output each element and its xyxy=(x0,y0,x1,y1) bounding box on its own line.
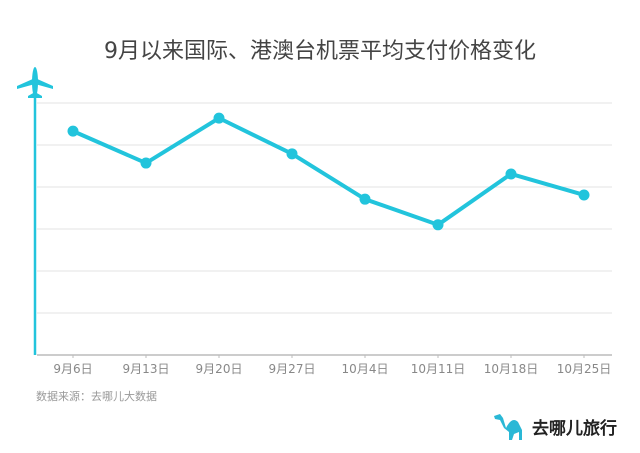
airplane-icon xyxy=(17,67,53,98)
data-point xyxy=(67,125,79,137)
data-point xyxy=(286,148,298,160)
data-point xyxy=(505,168,517,180)
x-tick-label: 9月13日 xyxy=(123,362,170,376)
x-tick-label: 10月11日 xyxy=(411,362,466,376)
line-chart: 9月6日 9月13日 9月20日 9月27日 10月4日 10月11日 10月18日 10月2… xyxy=(17,67,612,376)
chart-title: 9月以来国际、港澳台机票平均支付价格变化 xyxy=(104,39,536,64)
series-line xyxy=(72,116,585,227)
data-point xyxy=(578,189,590,201)
logo-text: 去哪儿旅行 xyxy=(532,418,617,439)
x-tick-label: 10月4日 xyxy=(342,362,389,376)
data-point xyxy=(432,219,444,231)
x-tick-label: 9月27日 xyxy=(269,362,316,376)
data-point xyxy=(359,193,371,205)
camel-icon xyxy=(494,414,522,440)
x-tick-label: 10月25日 xyxy=(557,362,612,376)
data-source: 数据来源：去哪儿大数据 xyxy=(36,390,157,403)
data-point xyxy=(213,112,225,124)
qunar-logo: 去哪儿旅行 xyxy=(492,410,617,442)
data-point xyxy=(140,157,152,169)
x-tick-label: 9月20日 xyxy=(196,362,243,376)
x-tick-label: 9月6日 xyxy=(53,362,92,376)
x-tick-label: 10月18日 xyxy=(484,362,539,376)
